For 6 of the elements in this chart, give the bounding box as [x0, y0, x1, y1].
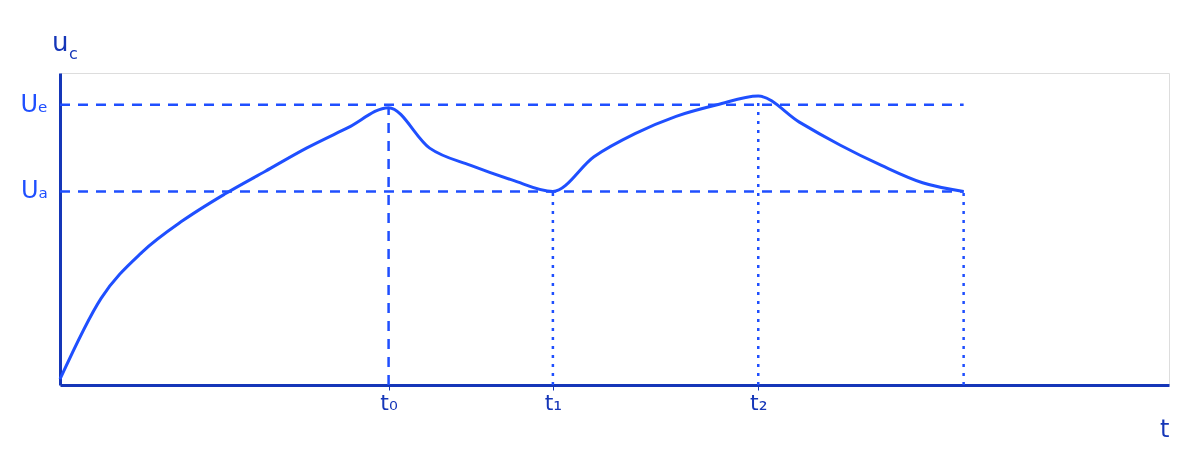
x-tick-label: t₀ — [380, 389, 398, 415]
x-tick-label: t₁ — [544, 389, 563, 415]
x-axis-title: t — [1160, 414, 1170, 443]
ref-line-label: Uₑ — [20, 89, 48, 118]
ref-line-label: Uₐ — [21, 176, 48, 205]
x-tick-label: t₂ — [750, 389, 768, 415]
